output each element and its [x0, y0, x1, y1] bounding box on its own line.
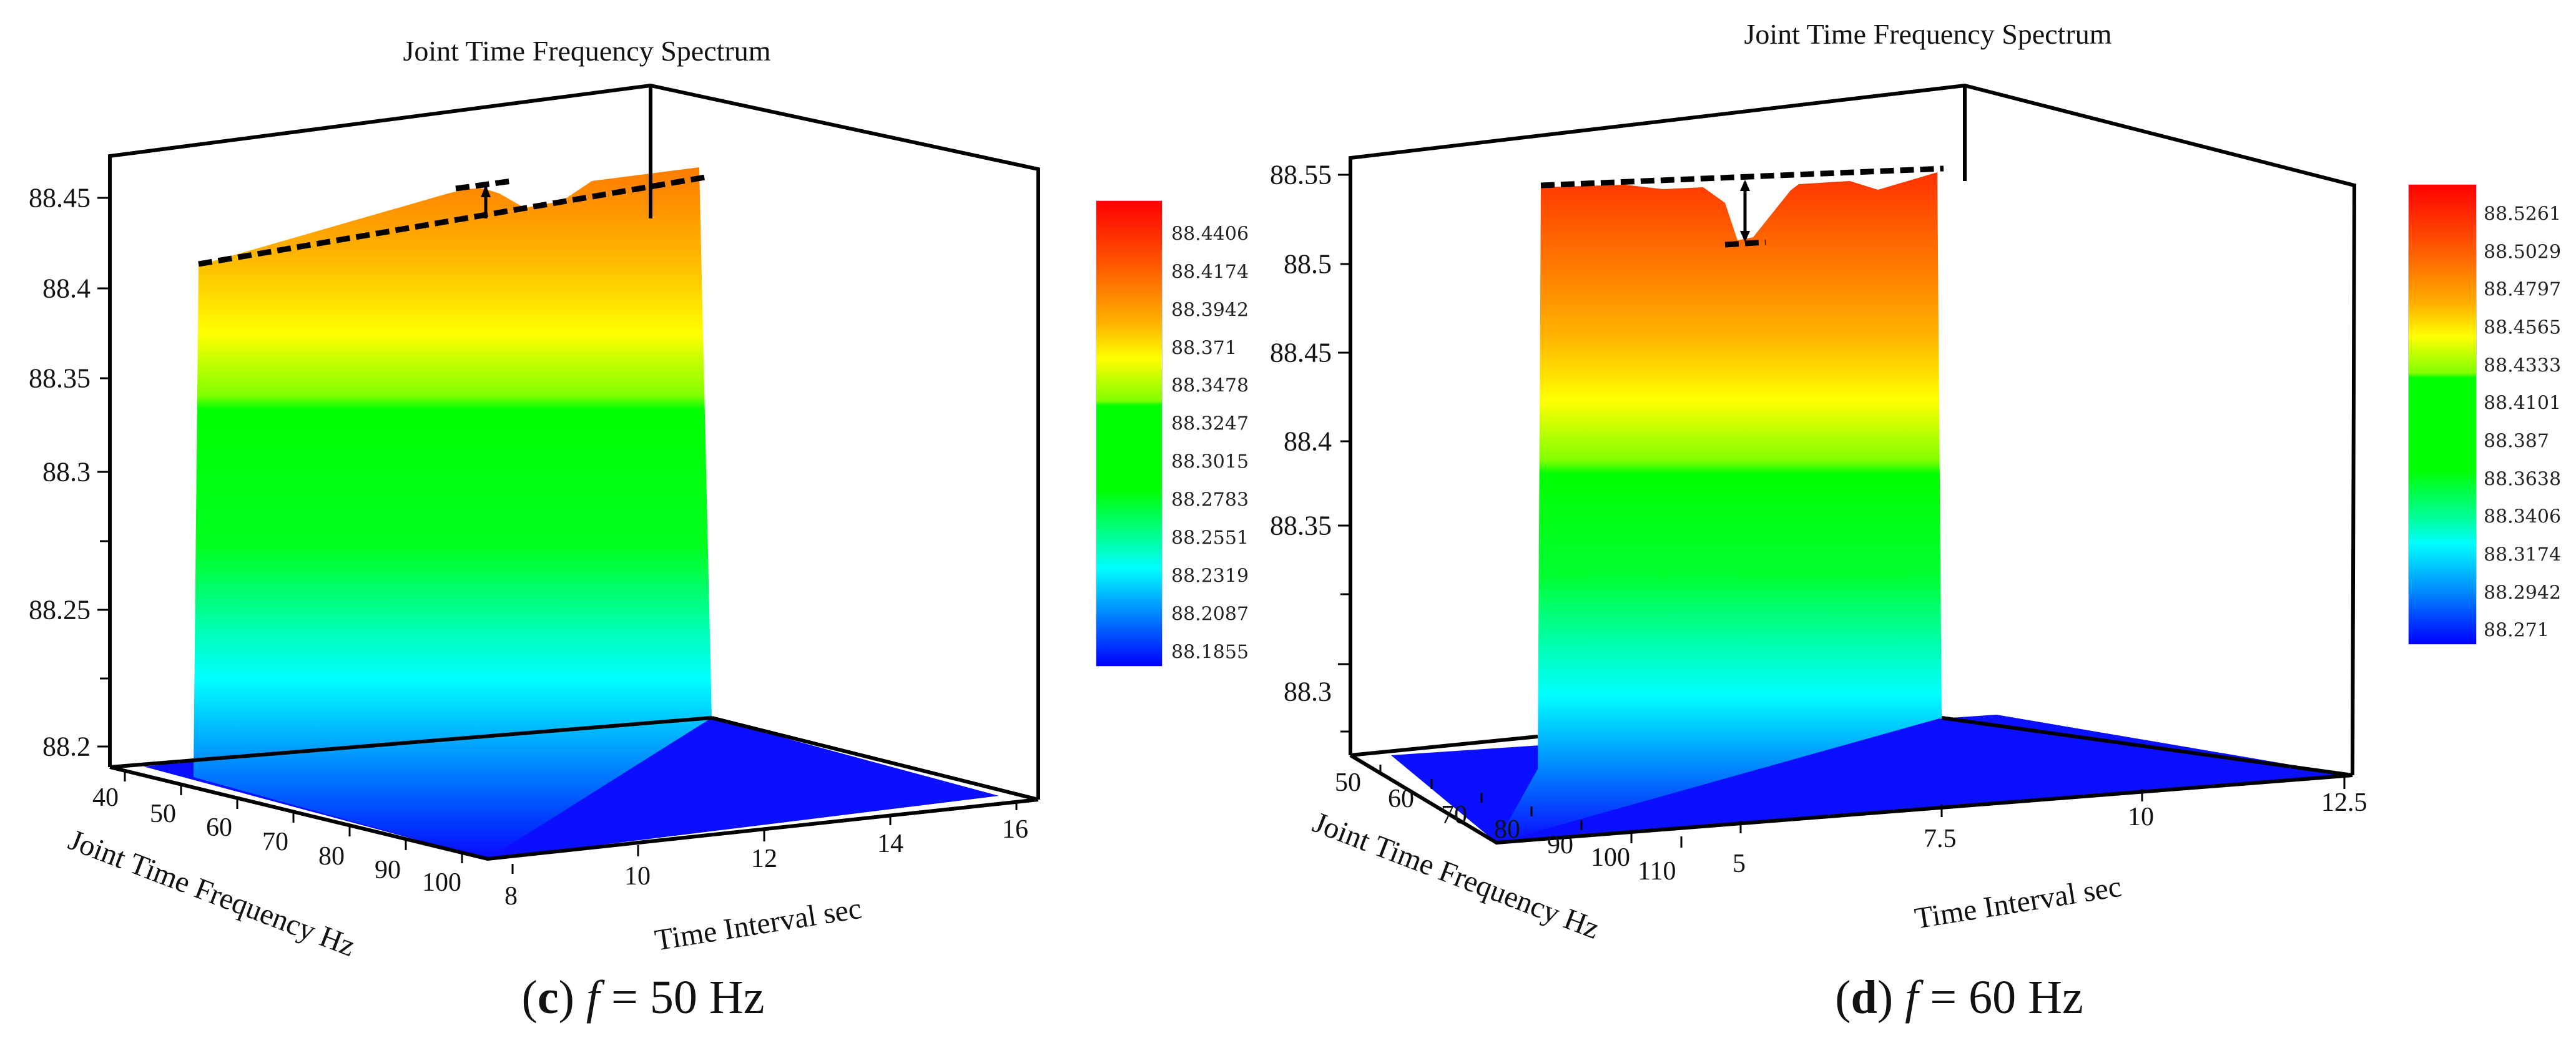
- freq-tick-label: 80: [318, 842, 345, 871]
- chart-title-c: Joint Time Frequency Spectrum: [403, 35, 771, 67]
- colorbar-label: 88.271: [2484, 619, 2549, 642]
- time-tick-label: 12: [751, 845, 777, 873]
- colorbar-c: [1096, 200, 1163, 667]
- freq-tick-label: 100: [1591, 843, 1630, 872]
- z-tick-label: 88.3: [42, 456, 91, 487]
- colorbar-label: 88.387: [2484, 430, 2549, 453]
- z-tick-label: 88.4: [42, 273, 91, 304]
- freq-tick-label: 100: [422, 868, 461, 897]
- freq-tick-label: 60: [206, 813, 232, 842]
- colorbar-label: 88.2783: [1171, 489, 1249, 511]
- colorbar-label: 88.4333: [2484, 355, 2562, 377]
- z-tick-label: 88.45: [29, 182, 91, 213]
- surface-plot-c: [97, 83, 1040, 874]
- time-tick-label: 12.5: [2321, 788, 2367, 817]
- time-tick-label: 16: [1002, 815, 1028, 844]
- colorbar-label: 88.5261: [2484, 203, 2562, 225]
- colorbar-label: 88.371: [1171, 337, 1237, 360]
- colorbar-d: [2408, 184, 2477, 645]
- colorbar-label: 88.2551: [1171, 527, 1249, 549]
- colorbar-label: 88.4797: [2484, 278, 2562, 301]
- chart-title-d: Joint Time Frequency Spectrum: [1744, 18, 2112, 50]
- freq-tick-label: 90: [1547, 831, 1573, 859]
- surface-plot-d: [1338, 83, 2357, 848]
- colorbar-label: 88.4174: [1171, 261, 1249, 283]
- deviation-marker-d: [1724, 239, 1766, 248]
- freq-tick-label: 80: [1494, 815, 1520, 844]
- z-tick-label: 88.25: [29, 594, 91, 625]
- colorbar-label: 88.3942: [1171, 299, 1249, 321]
- colorbar-label: 88.5029: [2484, 241, 2562, 263]
- colorbar-label: 88.3638: [2484, 468, 2562, 491]
- z-tick-label: 88.35: [1270, 510, 1332, 541]
- colorbar-label: 88.3247: [1171, 413, 1249, 435]
- time-tick-label: 10: [624, 862, 651, 891]
- axes-box-c: [108, 83, 1040, 861]
- colorbar-label: 88.2087: [1171, 603, 1249, 625]
- freq-tick-label: 70: [262, 828, 288, 856]
- deviation-marker-c: [455, 178, 513, 192]
- z-axis-ticks-d: [1338, 174, 1350, 733]
- colorbar-label: 88.3174: [2484, 544, 2562, 566]
- z-tick-label: 88.3: [1284, 676, 1332, 707]
- freq-tick-label: 60: [1388, 785, 1414, 813]
- colorbar-label: 88.3478: [1171, 375, 1249, 397]
- z-tick-label: 88.35: [29, 363, 91, 394]
- freq-tick-label: 70: [1441, 801, 1467, 830]
- panel-d: Joint Time Frequency Spectrum 88.55 88.5…: [1270, 0, 2576, 1048]
- time-tick-label: 7.5: [1924, 825, 1957, 853]
- freq-tick-label: 50: [150, 800, 176, 828]
- colorbar-label: 88.3406: [2484, 506, 2562, 528]
- colorbar-label: 88.2319: [1171, 565, 1249, 587]
- freq-tick-label: 90: [375, 856, 401, 884]
- panel-c: Joint Time Frequency Spectrum 88.45 88.4…: [29, 35, 1249, 1024]
- spectral-ridge: [194, 167, 712, 859]
- z-tick-label: 88.45: [1270, 337, 1332, 368]
- time-tick-label: 8: [504, 882, 518, 911]
- figure-caption-c: (c) f = 50 Hz: [521, 971, 765, 1024]
- freq-tick-label: 50: [1335, 768, 1361, 797]
- colorbar-label: 88.1855: [1171, 641, 1249, 664]
- time-tick-label: 14: [877, 830, 903, 858]
- z-tick-label: 88.2: [42, 731, 91, 762]
- freq-tick-label: 40: [92, 783, 119, 812]
- colorbar-label: 88.4406: [1171, 223, 1249, 245]
- colorbar-label: 88.4101: [2484, 392, 2562, 414]
- time-tick-label: 5: [1733, 850, 1746, 878]
- time-tick-label: 10: [2128, 803, 2154, 831]
- figure-caption-d: (d) f = 60 Hz: [1835, 971, 2083, 1024]
- colorbar-label: 88.4565: [2484, 316, 2562, 339]
- z-tick-label: 88.55: [1270, 159, 1332, 190]
- axes-box-d: [1349, 83, 2357, 845]
- z-axis-ticks-c: [97, 197, 110, 748]
- z-tick-label: 88.5: [1284, 248, 1332, 280]
- colorbar-label: 88.2942: [2484, 582, 2562, 604]
- z-tick-label: 88.4: [1284, 426, 1332, 457]
- freq-tick-label: 110: [1638, 857, 1676, 886]
- spectral-ridge: [1497, 172, 1942, 843]
- colorbar-label: 88.3015: [1171, 451, 1249, 473]
- trend-line-c: [198, 174, 709, 267]
- trend-line-d: [1540, 165, 1944, 189]
